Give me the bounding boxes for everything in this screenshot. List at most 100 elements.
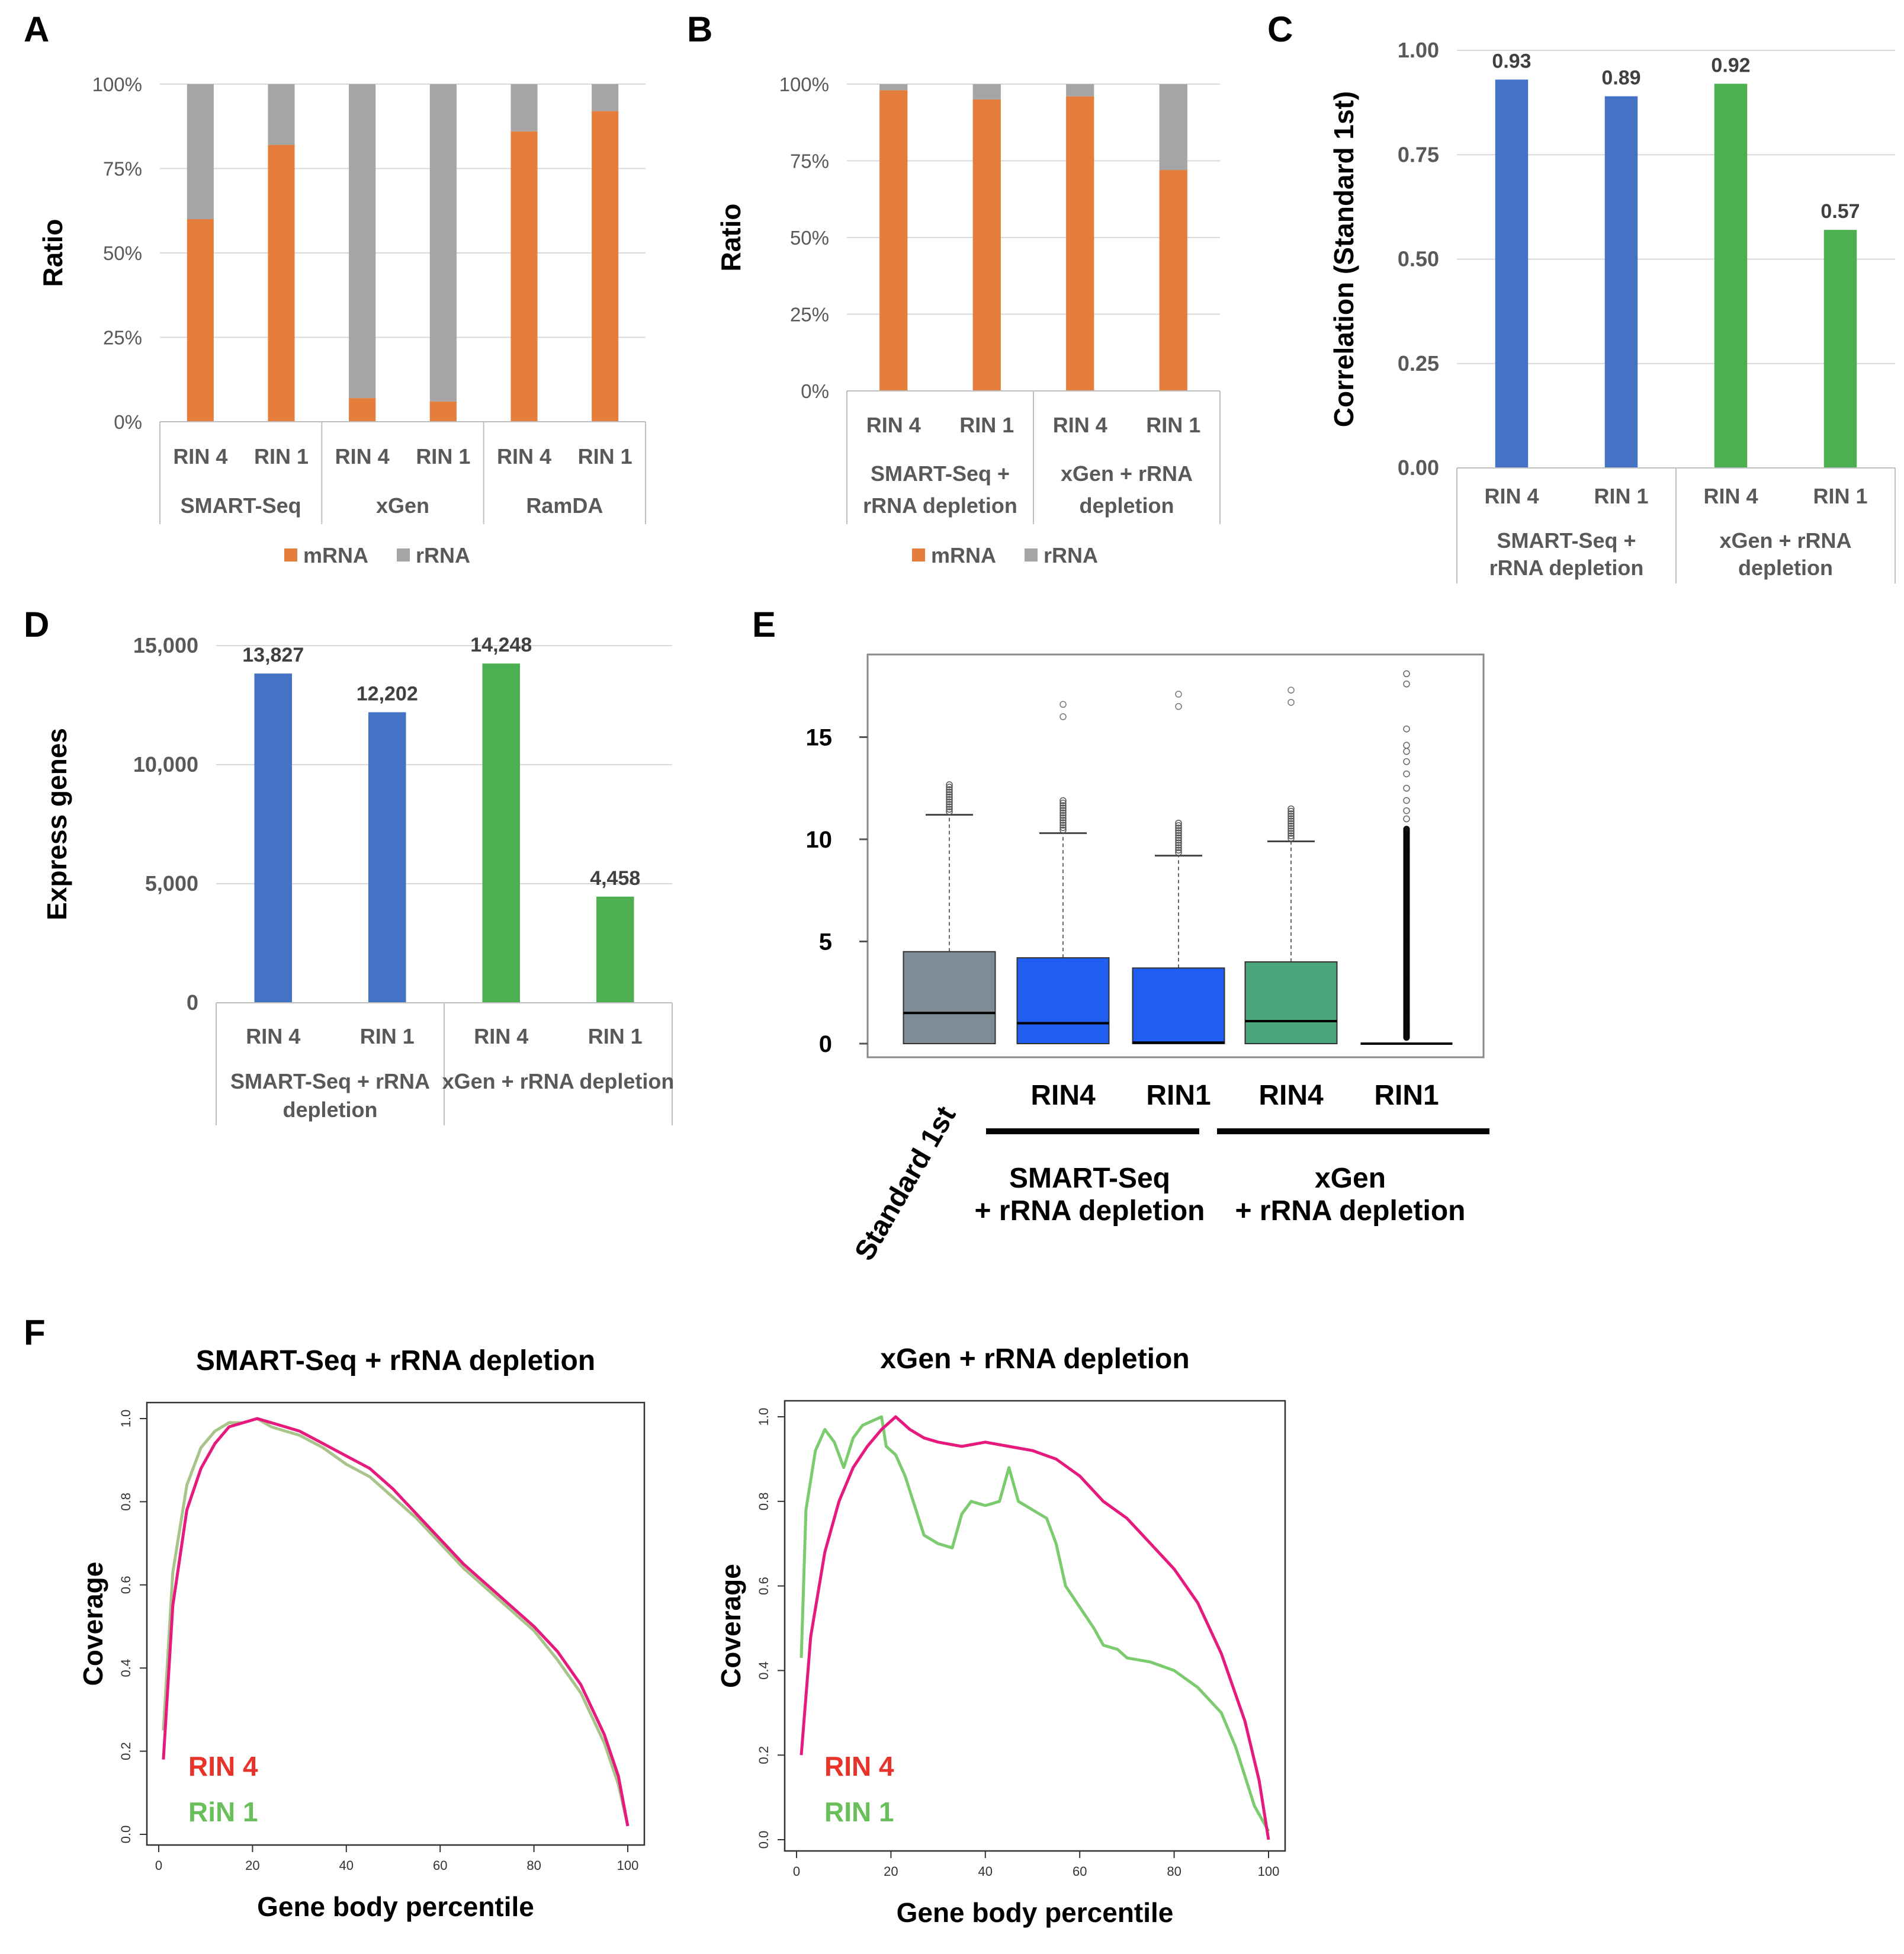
group-label: xGen xyxy=(1315,1163,1386,1194)
x-tick-label: 80 xyxy=(1167,1864,1181,1879)
y-tick-label: 10,000 xyxy=(133,752,198,777)
series-line xyxy=(162,1417,630,1827)
group-label: depletion xyxy=(1080,493,1174,518)
box xyxy=(1244,961,1338,1044)
legend-swatch xyxy=(1025,548,1038,562)
bar xyxy=(368,712,406,1003)
legend-label: RiN 1 xyxy=(188,1796,258,1827)
x-tick-label: 40 xyxy=(339,1858,354,1873)
panel-label-f: F xyxy=(24,1313,46,1352)
outlier-point xyxy=(1059,804,1067,811)
y-tick-label: 5 xyxy=(819,929,832,955)
group-label: SMART-Seq + xyxy=(1497,528,1636,553)
y-tick-label: 0.2 xyxy=(118,1742,133,1760)
panel-e: 0 5 10 15 Standard 1st RIN4 RIN1 RIN4 RIN1 SMART-… xyxy=(806,653,1489,1266)
outlier-point xyxy=(1403,785,1410,792)
y-tick-label: 25% xyxy=(790,304,829,326)
outlier-point xyxy=(1175,822,1182,829)
outlier-point xyxy=(1287,835,1295,842)
outlier-point xyxy=(1403,758,1410,765)
bar-rrna xyxy=(187,84,214,219)
category-label: RIN4 xyxy=(1030,1080,1096,1111)
y-tick-label: 50% xyxy=(790,227,829,249)
category-label: RIN 1 xyxy=(1594,484,1648,508)
panel-label-b: B xyxy=(687,9,712,49)
series-line xyxy=(800,1415,1270,1832)
outlier-point xyxy=(1403,725,1410,733)
x-tick-label: 80 xyxy=(526,1858,541,1873)
chart-title: xGen + rRNA depletion xyxy=(880,1343,1189,1375)
outlier-point xyxy=(1175,703,1182,710)
plot-frame xyxy=(146,1401,646,1846)
legend-label: rRNA xyxy=(1043,543,1098,567)
outlier-point xyxy=(1175,691,1182,698)
group-label: xGen + rRNA xyxy=(1719,528,1851,553)
data-label: 14,248 xyxy=(470,634,532,656)
bar-mrna xyxy=(429,401,457,422)
category-label: RIN1 xyxy=(1374,1080,1439,1111)
outlier-point xyxy=(1059,824,1067,832)
category-label: RIN 4 xyxy=(1484,484,1539,508)
y-tick-label: 50% xyxy=(103,242,142,264)
category-label: RIN 4 xyxy=(1703,484,1758,508)
outlier-point xyxy=(1403,815,1410,823)
bar xyxy=(1604,96,1638,469)
outlier-point xyxy=(946,784,953,791)
y-tick-label: 15,000 xyxy=(133,633,198,657)
group-label: xGen + rRNA depletion xyxy=(442,1069,675,1093)
outlier-point xyxy=(1287,822,1295,830)
category-label: RIN 4 xyxy=(1053,413,1107,437)
y-tick-label: 0.25 xyxy=(1398,351,1439,376)
y-tick-label: 0.0 xyxy=(756,1831,771,1849)
y-tick-label: 1.0 xyxy=(756,1408,771,1426)
bar-rrna xyxy=(879,84,908,91)
data-label: 0.92 xyxy=(1711,54,1750,76)
x-tick-label: 20 xyxy=(884,1864,898,1879)
y-tick-label: 1.00 xyxy=(1398,38,1439,62)
bar-mrna xyxy=(1159,170,1187,391)
legend-swatch xyxy=(397,548,410,562)
outlier-point xyxy=(1403,742,1410,749)
box xyxy=(1132,967,1225,1044)
x-tick-label: 100 xyxy=(1258,1864,1280,1879)
legend-label: mRNA xyxy=(303,543,368,567)
outlier-point xyxy=(1059,701,1067,708)
x-tick-label: 60 xyxy=(433,1858,447,1873)
outlier-point xyxy=(1287,830,1295,837)
series-line xyxy=(800,1415,1270,1840)
outlier-point xyxy=(1175,842,1182,849)
bar-rrna xyxy=(429,84,457,402)
group-label: xGen xyxy=(376,493,429,518)
outlier-point xyxy=(946,806,953,813)
outlier-point xyxy=(946,798,953,806)
y-tick-label: 0.8 xyxy=(118,1493,133,1511)
x-tick-label: 20 xyxy=(245,1858,259,1873)
outlier-point xyxy=(946,793,953,801)
y-tick-label: 0% xyxy=(801,380,829,402)
category-label: RIN1 xyxy=(1146,1080,1211,1111)
group-label: xGen + rRNA xyxy=(1061,461,1193,486)
data-label: 13,827 xyxy=(242,644,304,666)
outlier-point xyxy=(1059,814,1067,822)
category-label: RIN 1 xyxy=(1146,413,1200,437)
y-tick-label: 25% xyxy=(103,327,142,349)
outlier-point xyxy=(946,801,953,808)
group-label: + rRNA depletion xyxy=(975,1195,1205,1227)
outlier-point xyxy=(1287,699,1295,706)
x-tick-label: 100 xyxy=(617,1858,639,1873)
legend-swatch xyxy=(284,548,297,562)
bar-mrna xyxy=(510,131,538,422)
y-tick-label: 75% xyxy=(103,158,142,180)
outlier-point xyxy=(1287,824,1295,832)
group-label: rRNA depletion xyxy=(1489,556,1644,580)
category-label: RIN 4 xyxy=(246,1024,300,1048)
outlier-point xyxy=(1175,849,1182,856)
panel-label-a: A xyxy=(24,9,49,49)
category-label: RIN 1 xyxy=(416,444,470,469)
bar-mrna xyxy=(187,219,214,422)
outlier-point xyxy=(946,791,953,798)
bar-rrna xyxy=(1159,84,1187,171)
y-tick-label: 0.2 xyxy=(756,1746,771,1764)
outlier-point xyxy=(946,781,953,788)
panel-c: 0.00 0.25 0.50 0.75 1.00 0.93 0.89 0.92 0.57 SMAR… xyxy=(1328,38,1896,583)
